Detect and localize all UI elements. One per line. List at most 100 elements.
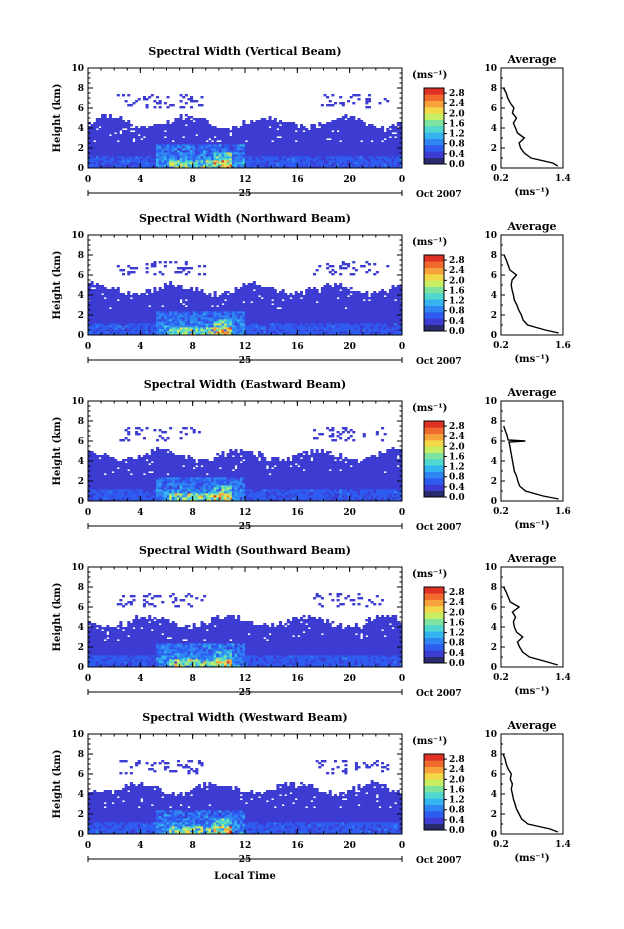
heatmap-cell xyxy=(101,327,105,330)
heatmap-cell xyxy=(268,130,272,133)
heatmap-cell xyxy=(122,317,126,320)
heatmap-cell xyxy=(294,138,298,141)
heatmap-cell xyxy=(231,146,235,149)
heatmap-cell xyxy=(210,166,214,169)
heatmap-cell xyxy=(391,150,395,153)
heatmap-cell xyxy=(333,148,337,151)
heatmap-cell xyxy=(163,150,167,153)
heatmap-cell xyxy=(156,96,160,99)
heatmap-cell xyxy=(224,166,228,169)
heatmap-cell xyxy=(360,162,364,165)
heatmap-cell xyxy=(326,130,330,133)
heatmap-cell xyxy=(90,301,94,304)
heatmap-cell xyxy=(336,118,340,121)
heatmap-cell xyxy=(114,327,118,330)
heatmap-cell xyxy=(95,142,99,145)
heatmap-cell xyxy=(119,156,123,159)
heatmap-cell xyxy=(98,160,102,163)
heatmap-cell xyxy=(292,295,296,298)
heatmap-cell xyxy=(166,124,170,127)
heatmap-cell xyxy=(116,148,120,151)
heatmap-cell xyxy=(367,158,371,161)
heatmap-cell xyxy=(299,128,303,131)
heatmap-cell xyxy=(122,327,126,330)
heatmap-cell xyxy=(307,132,311,135)
heatmap-cell xyxy=(205,154,209,157)
heatmap-cell xyxy=(213,142,217,145)
heatmap-cell xyxy=(132,303,136,306)
heatmap-cell xyxy=(396,160,400,163)
heatmap-cell xyxy=(176,126,180,129)
heatmap-cell xyxy=(388,130,392,133)
heatmap-cell xyxy=(119,311,123,314)
heatmap-cell xyxy=(268,287,272,290)
heatmap-cell xyxy=(294,146,298,149)
heatmap-cell xyxy=(95,132,99,135)
heatmap-cell xyxy=(375,134,379,137)
heatmap-cell xyxy=(145,166,149,169)
heatmap-cell xyxy=(239,148,243,151)
heatmap-cell xyxy=(247,126,251,129)
heatmap-cell xyxy=(373,126,377,129)
heatmap-cell xyxy=(158,106,162,109)
heatmap-cell xyxy=(226,140,230,143)
heatmap-cell xyxy=(320,104,324,107)
heatmap-cell xyxy=(255,130,259,133)
heatmap-cell xyxy=(294,134,298,137)
heatmap-cell xyxy=(119,152,123,155)
heatmap-cell xyxy=(93,144,97,147)
heatmap-cell xyxy=(388,134,392,137)
heatmap-cell xyxy=(265,154,269,157)
heatmap-cell xyxy=(127,303,131,306)
heatmap-cell xyxy=(260,150,264,153)
heatmap-cell xyxy=(271,301,275,304)
heatmap-cell xyxy=(200,148,204,151)
heatmap-cell xyxy=(383,166,387,169)
heatmap-cell xyxy=(234,140,238,143)
heatmap-cell xyxy=(276,132,280,135)
heatmap-cell xyxy=(122,309,126,312)
heatmap-cell xyxy=(150,152,154,155)
heatmap-cell xyxy=(88,321,92,324)
heatmap-cell xyxy=(307,156,311,159)
heatmap-cell xyxy=(140,301,144,304)
heatmap-cell xyxy=(299,152,303,155)
heatmap-cell xyxy=(88,138,92,141)
heatmap-cell xyxy=(339,150,343,153)
heatmap-cell xyxy=(132,301,136,304)
heatmap-cell xyxy=(124,132,128,135)
heatmap-cell xyxy=(129,271,133,274)
heatmap-cell xyxy=(156,144,160,147)
heatmap-cell xyxy=(320,164,324,167)
heatmap-cell xyxy=(184,154,188,157)
heatmap-cell xyxy=(195,156,199,159)
heatmap-cell xyxy=(129,124,133,127)
heatmap-cell xyxy=(331,146,335,149)
heatmap-cell xyxy=(150,162,154,165)
colorbar-band xyxy=(424,157,444,165)
heatmap-cell xyxy=(132,313,136,316)
heatmap-cell xyxy=(313,148,317,151)
heatmap-cell xyxy=(231,158,235,161)
heatmap-cell xyxy=(137,307,141,310)
heatmap-cell xyxy=(276,309,280,312)
heatmap-cell xyxy=(354,134,358,137)
heatmap-cell xyxy=(255,162,259,165)
heatmap-cell xyxy=(333,152,337,155)
heatmap-cell xyxy=(271,136,275,139)
heatmap-cell xyxy=(331,160,335,163)
heatmap-cell xyxy=(161,148,165,151)
heatmap-cell xyxy=(255,132,259,135)
heatmap-cell xyxy=(108,114,112,117)
heatmap-cell xyxy=(197,150,201,153)
heatmap-cell xyxy=(119,331,123,334)
heatmap-cell xyxy=(127,128,131,131)
heatmap-cell xyxy=(153,124,157,127)
heatmap-cell xyxy=(184,144,188,147)
heatmap-cell xyxy=(281,130,285,133)
avg-title: Average xyxy=(506,53,556,66)
heatmap-cell xyxy=(90,295,94,298)
heatmap-cell xyxy=(391,126,395,129)
heatmap-cell xyxy=(190,128,194,131)
heatmap-cell xyxy=(145,130,149,133)
